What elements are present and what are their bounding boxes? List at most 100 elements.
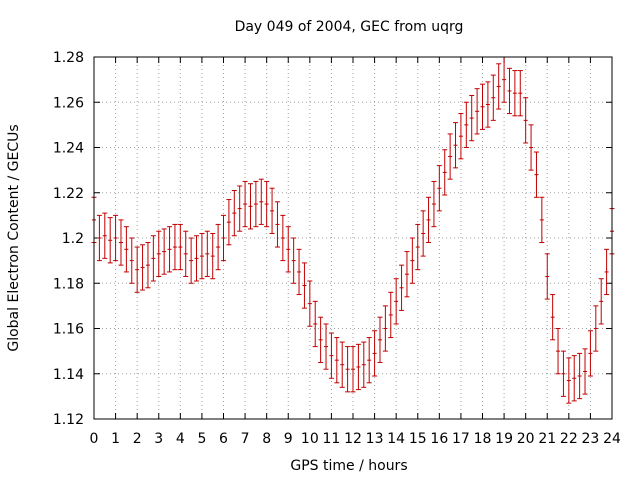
data-point: [221, 214, 226, 262]
data-point: [231, 189, 237, 237]
data-point: [517, 70, 523, 117]
x-tick-labels: 0 1 2 3 4 5 6 7 8 9 10 11 12 13 14 15 16 17 18 19 20 21 22 23 24: [90, 431, 621, 447]
data-point: [447, 133, 453, 180]
data-point: [247, 183, 253, 230]
data-point: [210, 232, 216, 280]
data-point: [96, 214, 102, 262]
x-tick-label: 20: [517, 431, 535, 447]
data-point: [242, 180, 248, 228]
data-point: [404, 251, 410, 298]
data-point: [458, 113, 464, 160]
x-tick-label: 3: [154, 431, 163, 447]
data-point: [253, 180, 259, 228]
data-point: [280, 214, 286, 262]
data-point: [593, 305, 599, 352]
y-tick-label: 1.18: [53, 276, 84, 292]
x-tick-label: 0: [90, 431, 99, 447]
data-point: [560, 350, 566, 397]
data-point: [188, 237, 194, 284]
data-point: [393, 278, 399, 325]
x-tick-label: 16: [430, 431, 448, 447]
data-point: [571, 355, 577, 402]
y-tick-labels: 1.12 1.14 1.16 1.18 1.2 1.22 1.24 1.26 1.28: [53, 50, 84, 428]
data-point: [582, 348, 588, 395]
axis-ticks: [93, 56, 613, 420]
data-point: [215, 223, 221, 271]
data-point: [194, 235, 200, 282]
data-point: [604, 248, 610, 296]
y-tick-label: 1.14: [53, 367, 84, 383]
x-tick-label: 10: [301, 431, 319, 447]
data-point: [145, 242, 151, 289]
data-point: [328, 332, 334, 379]
data-point: [469, 94, 475, 142]
x-tick-label: 4: [176, 431, 185, 447]
y-tick-label: 1.24: [53, 141, 84, 157]
data-point: [318, 316, 324, 363]
data-point: [264, 180, 270, 228]
x-tick-label: 9: [284, 431, 293, 447]
y-tick-label: 1.12: [53, 412, 84, 428]
data-point: [150, 235, 156, 282]
data-point: [420, 210, 426, 257]
y-axis-label: Global Electron Content / GECUs: [6, 124, 22, 351]
data-point: [274, 201, 280, 248]
data-point: [123, 226, 129, 273]
x-tick-label: 7: [241, 431, 250, 447]
error-bar-series: [91, 56, 615, 404]
data-point: [399, 264, 405, 311]
data-point: [431, 180, 437, 228]
data-point: [496, 63, 502, 110]
x-tick-label: 1: [111, 431, 120, 447]
x-tick-label: 18: [474, 431, 492, 447]
x-tick-label: 22: [560, 431, 578, 447]
y-tick-label: 1.26: [53, 95, 84, 111]
data-point: [480, 83, 485, 130]
data-point: [301, 262, 307, 309]
data-point: [107, 217, 113, 264]
data-point: [258, 178, 264, 225]
y-tick-label: 1.22: [53, 186, 84, 202]
data-point: [199, 232, 205, 280]
data-point: [436, 165, 442, 212]
data-point: [183, 230, 189, 277]
x-tick-label: 2: [133, 431, 142, 447]
data-point: [345, 346, 351, 393]
data-point: [577, 352, 583, 400]
data-point: [442, 149, 448, 196]
y-tick-label: 1.16: [53, 322, 84, 338]
data-point: [269, 187, 275, 234]
data-point: [291, 237, 297, 284]
x-tick-label: 19: [495, 431, 513, 447]
data-point: [409, 237, 415, 284]
data-point: [501, 56, 507, 103]
data-point: [134, 246, 140, 293]
data-point: [555, 328, 561, 375]
data-point: [463, 101, 469, 148]
x-tick-label: 23: [582, 431, 600, 447]
x-tick-label: 13: [366, 431, 384, 447]
x-tick-label: 14: [387, 431, 405, 447]
data-point: [388, 291, 394, 339]
data-point: [129, 237, 135, 284]
data-point: [167, 226, 173, 273]
data-point: [528, 124, 534, 171]
data-point: [566, 357, 572, 404]
x-tick-label: 24: [603, 431, 621, 447]
data-point: [285, 226, 291, 273]
x-tick-label: 17: [452, 431, 470, 447]
data-point: [598, 278, 604, 325]
data-point: [523, 97, 529, 144]
y-tick-label: 1.2: [62, 231, 84, 247]
data-point: [113, 214, 119, 262]
data-point: [533, 151, 539, 198]
data-point: [177, 223, 183, 271]
x-axis-label: GPS time / hours: [290, 458, 407, 474]
x-tick-label: 21: [538, 431, 556, 447]
x-tick-label: 6: [219, 431, 228, 447]
data-point: [350, 346, 356, 393]
data-point: [506, 67, 512, 115]
y-tick-label: 1.28: [53, 50, 84, 66]
x-tick-label: 15: [409, 431, 427, 447]
